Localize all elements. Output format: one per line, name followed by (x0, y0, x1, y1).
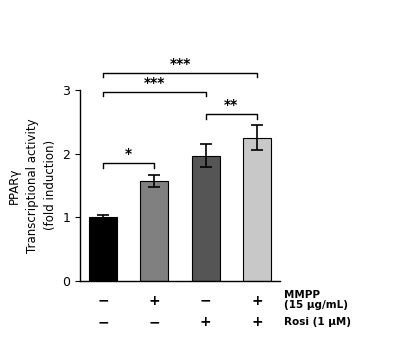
Text: MMPP: MMPP (284, 290, 320, 300)
Text: +: + (200, 315, 212, 329)
Text: ***: *** (144, 76, 165, 90)
Text: +: + (251, 315, 263, 329)
Text: +: + (251, 294, 263, 307)
Text: −: − (148, 315, 160, 329)
Bar (140, 181, 168, 281)
Text: Rosi (1 μM): Rosi (1 μM) (284, 317, 352, 327)
Bar (89, 217, 117, 281)
Text: +: + (148, 294, 160, 307)
Text: **: ** (224, 98, 238, 112)
Y-axis label: PPARγ
Transcriptional activity
(fold induction): PPARγ Transcriptional activity (fold ind… (8, 118, 57, 253)
Text: ***: *** (169, 57, 191, 71)
Text: −: − (97, 315, 109, 329)
Bar (243, 138, 271, 281)
Text: *: * (125, 147, 132, 161)
Bar (192, 156, 220, 281)
Text: −: − (200, 294, 212, 307)
Text: −: − (97, 294, 109, 307)
Text: (15 μg/mL): (15 μg/mL) (284, 300, 348, 310)
